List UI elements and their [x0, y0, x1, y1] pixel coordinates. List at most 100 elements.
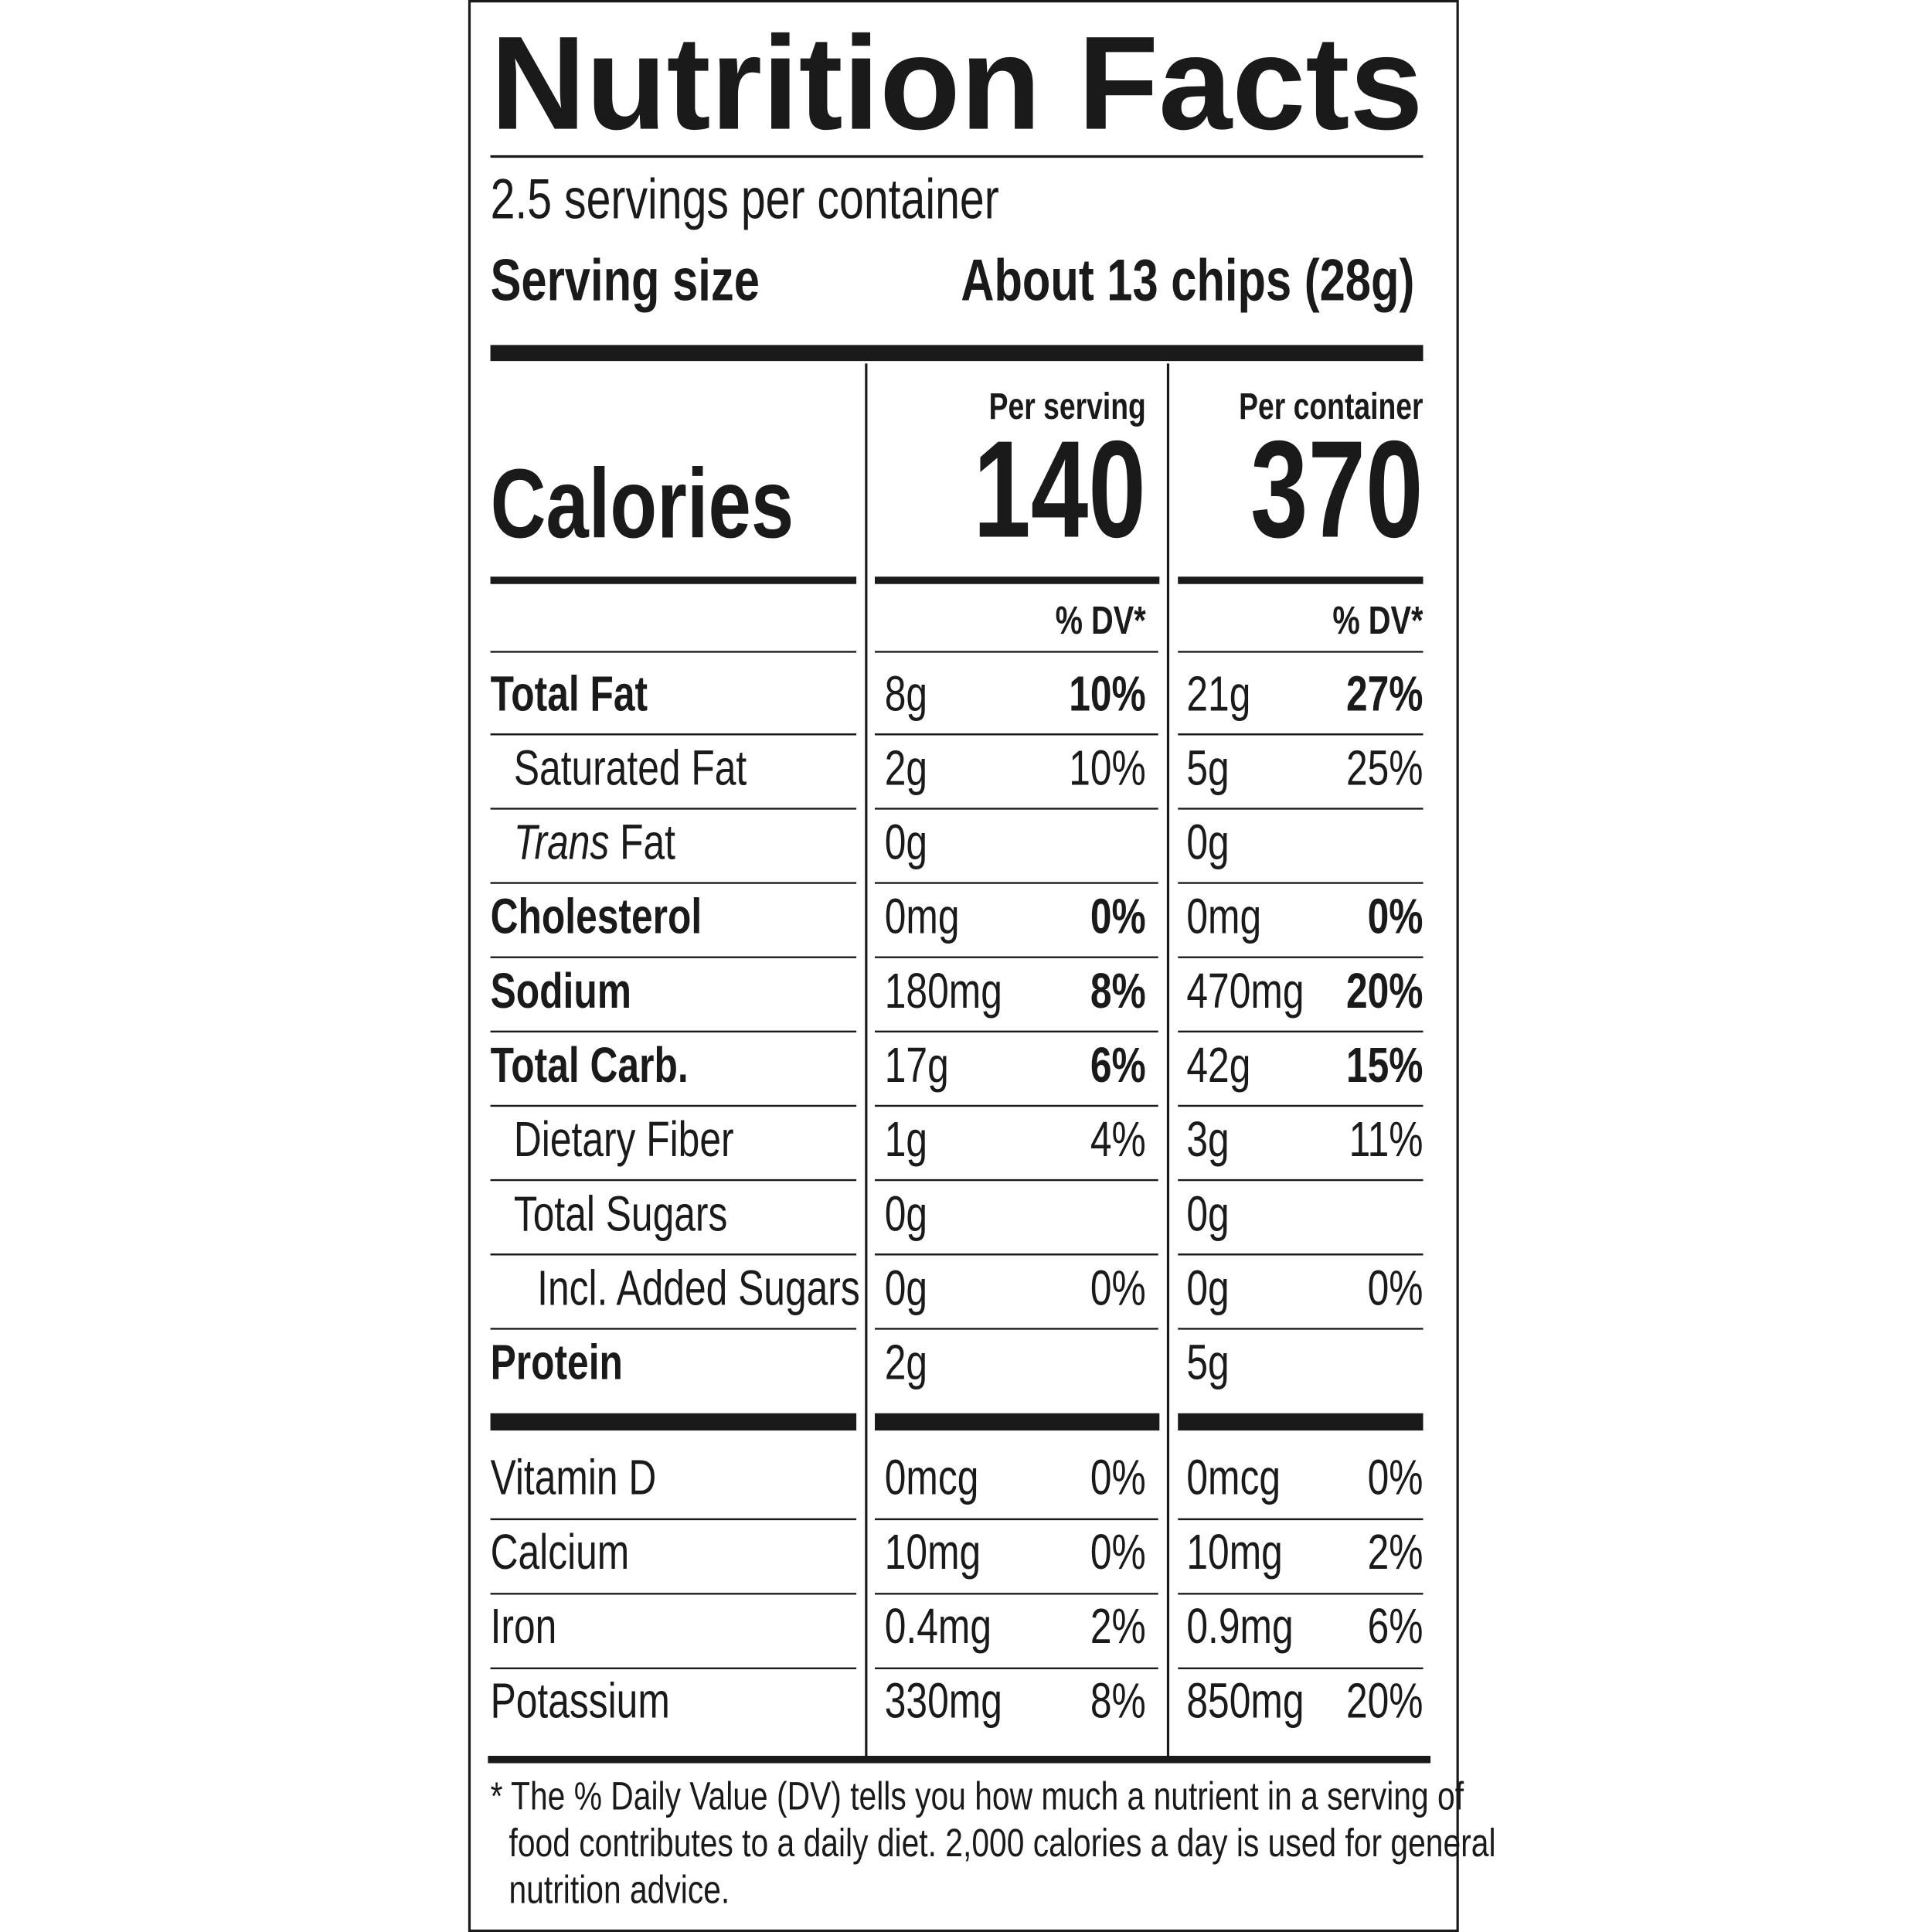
thick-rule [490, 345, 1423, 362]
amount-group: 0g [885, 1186, 927, 1241]
daily-value: 27% [1346, 666, 1423, 721]
amount-group: 5g [1186, 741, 1229, 796]
thick-rule [488, 1756, 1431, 1764]
amount-group: 0mcg [885, 1450, 979, 1505]
calories-value: 140 [973, 413, 1145, 566]
serving-size-value: About 13 chips (28g) [961, 247, 1414, 313]
amount: 0g [1186, 815, 1229, 870]
amount-group: 10mg [885, 1525, 981, 1580]
amount: 10mg [1186, 1525, 1282, 1580]
column-header-group: Per serving [989, 386, 1146, 428]
daily-value: 6% [1090, 1038, 1146, 1093]
daily-value: 15% [1346, 1038, 1423, 1093]
nutrient-name: Cholesterol [491, 889, 702, 944]
amount: 3g [1186, 1112, 1229, 1167]
footnote: food contributes to a daily diet. 2,000 … [509, 1820, 1495, 1864]
daily-value: 0% [1090, 889, 1146, 944]
daily-value: 4% [1090, 1112, 1146, 1167]
daily-value: 0% [1368, 1450, 1423, 1505]
calories-rule [875, 577, 1160, 584]
daily-value-group: 10% [1069, 666, 1146, 721]
amount: 0mcg [885, 1450, 979, 1505]
column-header: Per serving [989, 386, 1146, 428]
nutrient-name: Incl. Added Sugars [537, 1261, 860, 1316]
daily-value: 2% [1090, 1599, 1146, 1654]
daily-value: 20% [1346, 964, 1423, 1019]
nutrient-name-group: Sodium [491, 964, 631, 1019]
amount-group: 10mg [1186, 1525, 1282, 1580]
daily-value-group: 0% [1368, 1261, 1423, 1316]
amount: 5g [1186, 741, 1229, 796]
amount-group: 0mcg [1186, 1450, 1281, 1505]
amount-group: 42g [1186, 1038, 1250, 1093]
footnote-group: * The % Daily Value (DV) tells you how m… [491, 1774, 1464, 1818]
daily-value-group: 2% [1090, 1599, 1146, 1654]
amount-group: 1g [885, 1112, 927, 1167]
calories-rule [490, 577, 857, 584]
dv-header-group: % DV* [1056, 599, 1146, 643]
nutrient-name-group: Protein [491, 1335, 623, 1390]
thick-rule [875, 1413, 1160, 1431]
daily-value: 2% [1368, 1525, 1423, 1580]
nutrient-name-group: Total Fat [491, 666, 648, 721]
nutrient-name-group: Dietary Fiber [514, 1112, 734, 1167]
amount-group: 0g [1186, 1186, 1229, 1241]
amount-group: 850mg [1186, 1674, 1304, 1729]
nutrient-name-group: Calcium [491, 1525, 630, 1580]
daily-value: 8% [1090, 1674, 1146, 1729]
daily-value: 0% [1368, 889, 1423, 944]
daily-value-group: 27% [1346, 666, 1423, 721]
daily-value: 25% [1346, 741, 1423, 796]
amount-group: 21g [1186, 666, 1250, 721]
amount: 2g [885, 741, 927, 796]
nutrient-name: Sodium [491, 964, 631, 1019]
amount: 1g [885, 1112, 927, 1167]
amount: 0.9mg [1186, 1599, 1293, 1654]
nutrient-name: Dietary Fiber [514, 1112, 734, 1167]
amount: 0mcg [1186, 1450, 1281, 1505]
amount-group: 0g [885, 1261, 927, 1316]
nutrient-name-group: Cholesterol [491, 889, 702, 944]
daily-value-group: 15% [1346, 1038, 1423, 1093]
daily-value-group: 8% [1090, 964, 1146, 1019]
daily-value: 11% [1349, 1112, 1423, 1167]
thick-rule [1178, 1413, 1423, 1431]
amount: 42g [1186, 1038, 1250, 1093]
amount: 180mg [885, 964, 1002, 1019]
footnote: * The % Daily Value (DV) tells you how m… [491, 1774, 1464, 1818]
amount: 0g [1186, 1261, 1229, 1316]
servings-per-container-group: 2.5 servings per container [491, 167, 999, 231]
nutrient-name: Calcium [491, 1525, 630, 1580]
amount-group: 3g [1186, 1112, 1229, 1167]
nutrient-name: Trans Fat [514, 815, 675, 870]
daily-value: 10% [1069, 741, 1146, 796]
column-header-group: Per container [1239, 386, 1423, 428]
nutrient-name-group: Total Carb. [491, 1038, 689, 1093]
name-part: Trans [514, 815, 609, 870]
daily-value-group: 6% [1090, 1038, 1146, 1093]
title: Nutrition Facts [491, 9, 1423, 158]
daily-value-group: 20% [1346, 1674, 1423, 1729]
amount: 21g [1186, 666, 1250, 721]
thick-rule [490, 1413, 857, 1431]
daily-value: 20% [1346, 1674, 1423, 1729]
amount-group: 2g [885, 741, 927, 796]
serving-size-label-group: Serving size [491, 247, 760, 313]
amount: 17g [885, 1038, 949, 1093]
amount: 0g [1186, 1186, 1229, 1241]
amount-group: 330mg [885, 1674, 1002, 1729]
amount: 8g [885, 666, 927, 721]
daily-value: 0% [1368, 1261, 1423, 1316]
amount-group: 0mg [1186, 889, 1261, 944]
footnote-group: nutrition advice. [509, 1867, 730, 1911]
dv-header-group: % DV* [1332, 599, 1423, 643]
daily-value-group: 0% [1090, 1525, 1146, 1580]
calories-value-group: 370 [1250, 413, 1423, 566]
nutrient-name-group: Incl. Added Sugars [537, 1261, 860, 1316]
amount-group: 0.4mg [885, 1599, 992, 1654]
amount-group: 5g [1186, 1335, 1229, 1390]
daily-value-group: 6% [1368, 1599, 1423, 1654]
amount: 0mg [885, 889, 960, 944]
